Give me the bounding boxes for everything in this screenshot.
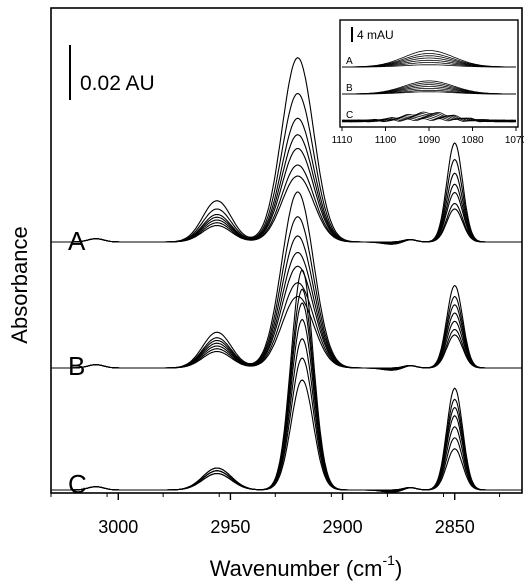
x-tick-label: 3000 (98, 517, 138, 537)
x-axis-label-main: Wavenumber (cm (210, 556, 383, 581)
spectra-group (51, 57, 522, 493)
spectrum-b-7 (51, 191, 522, 369)
x-axis-ticks: 3000 2950 2900 2850 (50, 493, 501, 537)
x-axis-label-end: ) (395, 556, 402, 581)
inset-x-tick-label: 1100 (375, 135, 397, 146)
x-tick-label: 2900 (323, 517, 363, 537)
inset-spectra (341, 50, 517, 123)
inset-x-axis-ticks: 1110 1100 1090 1080 1070 (332, 127, 524, 146)
y-axis-label: Absorbance (7, 226, 32, 343)
x-axis-label: Wavenumber (cm-1) (210, 552, 403, 581)
inset-frame (339, 19, 519, 128)
spectrum-c-6 (51, 288, 522, 493)
inset-x-tick-label: 1080 (461, 135, 484, 146)
inset: 4 mAU A B C 1110 1100 1090 1080 1070 (332, 19, 524, 146)
inset-group-labels: A B C (346, 56, 353, 121)
inset-spectrum-c-7 (342, 111, 517, 123)
inset-group-label-c: C (346, 110, 353, 121)
inset-spectrum-b-7 (342, 80, 516, 95)
spectrum-a-7 (51, 57, 522, 243)
x-tick-label: 2950 (210, 517, 250, 537)
inset-spectrum-a-7 (342, 50, 516, 68)
inset-x-tick-label: 1090 (418, 135, 441, 146)
inset-group-label-a: A (346, 56, 353, 67)
x-axis-label-sup: -1 (383, 552, 396, 568)
spectrum-c-7 (51, 269, 522, 491)
x-tick-label: 2850 (435, 517, 475, 537)
group-label-a: A (68, 226, 86, 256)
inset-scale-bar-label: 4 mAU (357, 28, 394, 42)
inset-x-tick-label: 1110 (332, 135, 353, 146)
inset-spectrum-c-6 (341, 112, 517, 123)
group-label-c: C (68, 469, 87, 499)
scale-bar-label: 0.02 AU (80, 72, 155, 95)
group-label-b: B (68, 351, 85, 381)
inset-group-label-b: B (346, 83, 353, 94)
inset-x-tick-label: 1070 (505, 135, 524, 146)
plot-frame (50, 7, 523, 494)
group-labels: A B C (68, 226, 87, 499)
